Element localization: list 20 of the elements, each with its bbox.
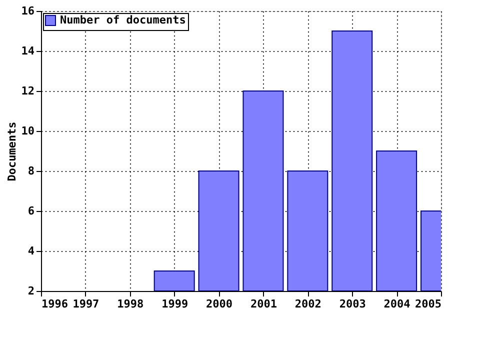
y-tick-label: 2: [28, 284, 34, 298]
x-tick-label: 2003: [339, 298, 366, 310]
y-tick-label: 10: [21, 124, 34, 138]
y-tick-label: 8: [28, 164, 34, 178]
y-tick-label: 16: [21, 4, 35, 18]
y-tick-label: 4: [28, 244, 35, 258]
y-tick-label: 14: [21, 44, 35, 58]
x-tick-label: 2004: [384, 298, 411, 310]
legend-label: Number of documents: [60, 14, 186, 26]
x-tick-label: 2002: [294, 298, 322, 310]
x-tick-label: 1997: [72, 298, 100, 310]
x-tick-label: 1999: [162, 298, 188, 310]
x-tick-label: 2005: [415, 298, 442, 310]
y-tick-label: 12: [21, 84, 34, 98]
x-tick-label: 2001: [250, 298, 278, 310]
y-axis-title: Documents: [5, 122, 18, 182]
x-tick-label: 1998: [117, 298, 144, 310]
x-tick-label: 2000: [206, 298, 233, 310]
x-tick-label: 1996: [42, 298, 68, 310]
y-tick-label: 6: [28, 204, 35, 218]
